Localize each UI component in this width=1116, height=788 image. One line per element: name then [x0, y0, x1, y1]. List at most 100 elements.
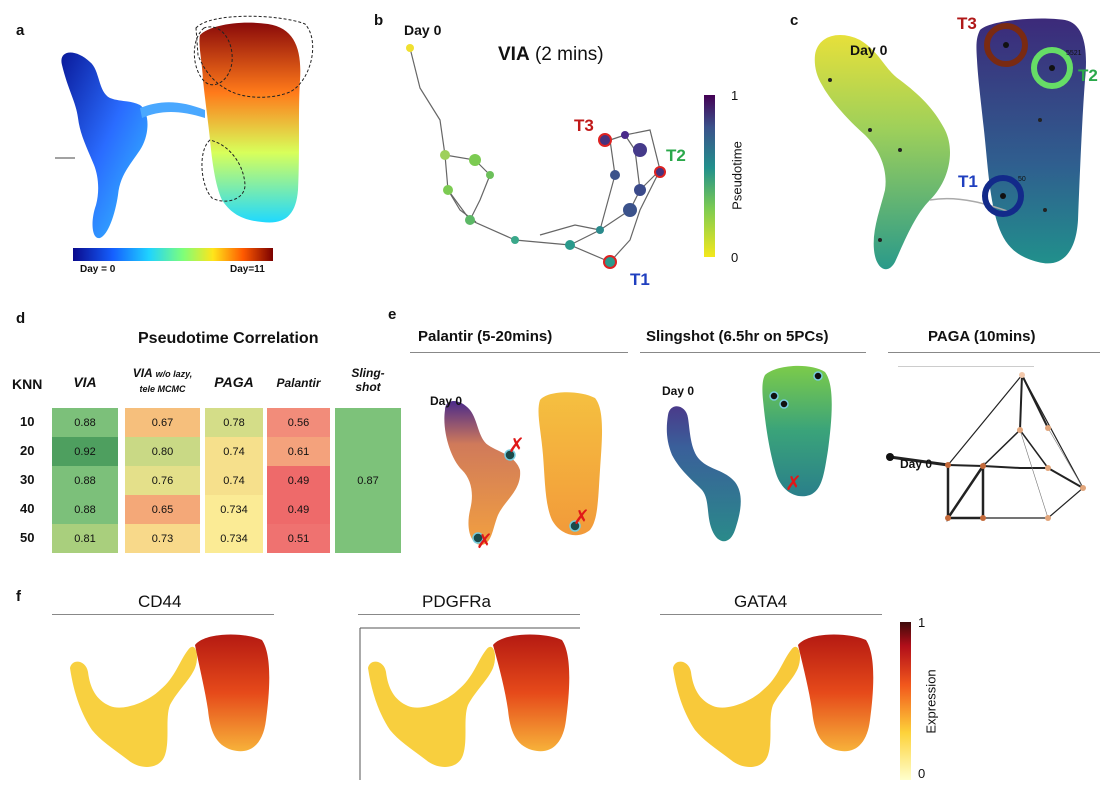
panel-b-cb-title: Pseudotime: [729, 141, 745, 210]
panel-b-t1: T1: [630, 270, 650, 289]
table-cell-paga: 0.74: [205, 466, 263, 495]
slingshot-left-cluster: [666, 406, 741, 542]
panel-label-d: d: [16, 310, 26, 327]
panel-a-right-cluster: [199, 22, 301, 223]
panel-e-slingshot: ✗: [666, 365, 832, 542]
panel-a-bridge: [140, 102, 205, 118]
panel-b-title-bold: VIA: [498, 44, 530, 65]
table-cell-palantir: 0.49: [267, 466, 330, 495]
table-cell-via: 0.92: [52, 437, 118, 466]
gene-gata4-rule: [660, 614, 882, 615]
panel-label-f: f: [16, 588, 21, 605]
panel-c-embedding: [814, 18, 1086, 270]
table-cell-via: 0.88: [52, 408, 118, 437]
table-col-sling1: Sling-: [351, 366, 385, 380]
table-cell-via: 0.88: [52, 466, 118, 495]
palantir-right-cluster: [538, 392, 603, 536]
table-cell-paga: 0.734: [205, 524, 263, 553]
table-slingshot-value: 0.87: [357, 474, 379, 487]
table-cell-paga: 0.734: [205, 495, 263, 524]
panel-f-expression-maps: [70, 622, 911, 780]
panel-c-start-label: Day 0: [850, 42, 888, 58]
panel-label-c: c: [790, 12, 799, 29]
panel-a-embedding: [55, 15, 314, 261]
panel-a-colorbar: [73, 248, 273, 261]
palantir-start: Day 0: [430, 394, 463, 408]
panel-b-title: VIA (2 mins): [498, 44, 604, 66]
table-cell-via2: 0.76: [125, 466, 200, 495]
palantir-rule: [410, 352, 628, 353]
f-map-gata4: [673, 634, 874, 767]
slingshot-title: Slingshot (6.5hr on 5PCs): [646, 328, 829, 345]
table-col-via2-small2: tele MCMC: [139, 384, 186, 394]
f-map-pdgfra: [368, 634, 570, 767]
svg-text:✗: ✗: [573, 507, 590, 529]
table-row-knn: 50: [20, 530, 35, 545]
panel-a-dashed-outline-top: [195, 15, 314, 98]
panel-label-b: b: [374, 12, 384, 29]
gene-gata4-title: GATA4: [734, 592, 788, 611]
table-cell-via2: 0.67: [125, 408, 200, 437]
palantir-left-cluster: [444, 401, 521, 545]
table-col-slingshot: Sling-shot: [335, 366, 401, 394]
svg-text:✗: ✗: [508, 435, 525, 457]
colorbar-a-max: Day=11: [230, 264, 265, 275]
table-knn-header: KNN: [12, 376, 43, 392]
panel-b-nodes: [406, 44, 715, 269]
panel-label-a: a: [16, 22, 25, 39]
table-col-via2-main: VIA: [132, 366, 153, 380]
table-cell-palantir: 0.49: [267, 495, 330, 524]
table-cell-via2: 0.65: [125, 495, 200, 524]
slingshot-right-cluster: [762, 365, 832, 497]
f-cb-max: 1: [918, 615, 926, 630]
palantir-title: Palantir (5-20mins): [418, 328, 553, 345]
panel-c-tiny-label-2: 50: [1018, 176, 1026, 183]
f-colorbar: [900, 622, 911, 780]
table-cell-via: 0.88: [52, 495, 118, 524]
panel-c-t1: T1: [958, 172, 978, 191]
table-cell-palantir: 0.51: [267, 524, 330, 553]
panel-c-t2: T2: [1078, 66, 1098, 85]
table-row-knn: 30: [20, 472, 35, 487]
table-row-knn: 20: [20, 443, 35, 458]
panel-b-title-rest: (2 mins): [534, 44, 604, 65]
gene-pdgfra-rule: [358, 614, 580, 615]
panel-b-start-label: Day 0: [404, 22, 442, 38]
panel-b-cb-max: 1: [731, 88, 739, 103]
table-cell-via2: 0.80: [125, 437, 200, 466]
table-cell-paga: 0.78: [205, 408, 263, 437]
gene-cd44-rule: [52, 614, 274, 615]
f-cb-min: 0: [918, 766, 926, 781]
panel-a-left-cluster: [61, 52, 148, 239]
table-col-paga: PAGA: [214, 374, 254, 390]
panel-b-t3: T3: [574, 116, 594, 135]
paga-start: Day 0: [900, 457, 933, 471]
table-cell-palantir: 0.61: [267, 437, 330, 466]
gene-cd44-title: CD44: [138, 592, 182, 611]
svg-text:✗: ✗: [785, 473, 802, 495]
panel-a-dashed-outline-low: [201, 139, 246, 202]
table-row-knn: 10: [20, 414, 35, 429]
table-cell-paga: 0.74: [205, 437, 263, 466]
table-cell-palantir: 0.56: [267, 408, 330, 437]
table-cell-via: 0.81: [52, 524, 118, 553]
paga-title: PAGA (10mins): [928, 328, 1036, 345]
colorbar-a-min: Day = 0: [80, 264, 116, 275]
table-col-via: VIA: [73, 374, 97, 390]
panel-b-cb-min: 0: [731, 250, 739, 265]
svg-text:✗: ✗: [476, 531, 493, 553]
panel-c-t3: T3: [957, 14, 977, 33]
panel-e-paga: [886, 372, 1086, 523]
slingshot-rule: [640, 352, 866, 353]
table-row-knn: 40: [20, 501, 35, 516]
panel-label-e: e: [388, 306, 397, 323]
table-col-via2-small1: w/o lazy,: [155, 369, 193, 379]
paga-rule-2: [898, 366, 1034, 367]
table-cell-via2: 0.73: [125, 524, 200, 553]
table-col-sling2: shot: [355, 380, 381, 394]
panel-c-left-cluster: [814, 35, 950, 270]
panel-b-t2: T2: [666, 146, 686, 165]
panel-b-colorbar: [704, 95, 715, 257]
panel-d-title: Pseudotime Correlation: [138, 330, 319, 347]
table-col-via-no-lazy: VIA w/o lazy, tele MCMC: [120, 366, 205, 396]
